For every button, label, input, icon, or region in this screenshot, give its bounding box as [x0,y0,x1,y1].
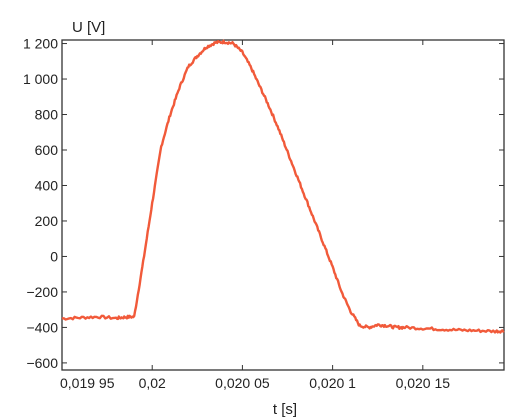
y-tick-label: 200 [35,213,59,229]
x-tick-label: 0,020 05 [215,375,270,391]
y-tick-label: −400 [26,319,58,335]
y-tick-label: 0 [50,248,58,264]
series-layer [61,39,505,334]
y-tick-label: 600 [35,142,59,158]
y-axis-title: U [V] [72,19,105,36]
y-tick-label: 1 000 [23,71,58,87]
y-tick-label: 400 [35,177,59,193]
x-tick-label: 0,019 95 [60,375,115,391]
y-tick-label: −200 [26,284,58,300]
y-tick-label: 800 [35,107,59,123]
y-tick-label: −600 [26,355,58,371]
x-tick-label: 0,02 [139,375,166,391]
plot-frame [61,39,505,371]
y-tick-label: 1 200 [23,36,58,52]
x-tick-label: 0,020 1 [309,375,356,391]
axis-ticks: 1 200 1 000 800 600 400 200 0 −200 −400 −6000,019… [23,36,504,391]
voltage-series-line [61,39,505,334]
x-axis-title: t [s] [273,401,297,418]
x-tick-label: 0,020 15 [396,375,451,391]
